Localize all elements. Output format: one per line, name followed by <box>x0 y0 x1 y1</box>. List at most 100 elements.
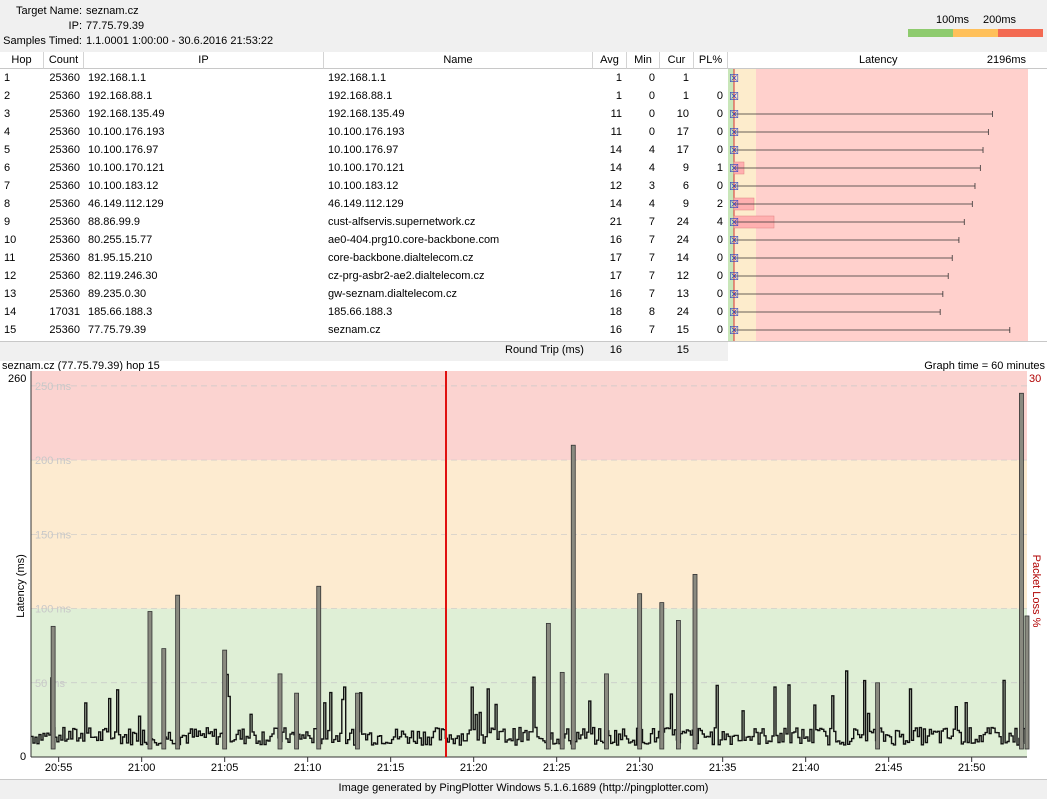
footer: Image generated by PingPlotter Windows 5… <box>0 779 1047 799</box>
latency-spike <box>50 625 56 750</box>
table-row[interactable]: 5 25360 10.100.176.97 10.100.176.97 14 4 17 0 <box>0 141 728 159</box>
column-header-count[interactable]: Count <box>44 52 84 69</box>
table-row[interactable]: 15 25360 77.75.79.39 seznam.cz 16 7 15 0 <box>0 321 728 339</box>
cell-name: 46.149.112.129 <box>328 198 404 210</box>
latency-line <box>31 670 1028 746</box>
cell-min: 8 <box>648 306 655 318</box>
band-label: 200 ms <box>35 455 72 467</box>
table-row[interactable]: 3 25360 192.168.135.49 192.168.135.49 11 0 10 0 <box>0 105 728 123</box>
cell-avg: 1 <box>615 90 622 102</box>
cell-min: 7 <box>648 270 655 282</box>
column-header-hop[interactable]: Hop <box>0 52 44 69</box>
table-row[interactable]: 14 17031 185.66.188.3 185.66.188.3 18 8 24 0 <box>0 303 728 321</box>
cell-cur: 17 <box>676 144 689 156</box>
latency-spike <box>545 622 551 750</box>
legend-orange-bar <box>953 29 998 37</box>
cell-hop: 14 <box>4 306 17 318</box>
column-header-cur[interactable]: Cur <box>660 52 694 69</box>
column-header-latency[interactable]: Latency 2196ms <box>728 52 1047 69</box>
table-row[interactable]: 2 25360 192.168.88.1 192.168.88.1 1 0 1 0 <box>0 87 728 105</box>
cell-count: 25360 <box>49 270 80 282</box>
cell-avg: 1 <box>615 72 622 84</box>
column-header-name[interactable]: Name <box>324 52 593 69</box>
cell-pl: 0 <box>716 108 723 120</box>
latency-zone-green <box>728 69 734 341</box>
cell-hop: 15 <box>4 324 17 336</box>
cell-pl: 0 <box>716 306 723 318</box>
cell-count: 25360 <box>49 198 80 210</box>
target-name-value: seznam.cz <box>86 5 139 17</box>
cell-ip: 81.95.15.210 <box>88 252 153 264</box>
latency-spike <box>277 673 283 750</box>
cell-hop: 1 <box>4 72 11 84</box>
cell-pl: 4 <box>716 216 723 228</box>
table-row[interactable]: 9 25360 88.86.99.9 cust-alfservis.supernetw… <box>0 213 728 231</box>
round-trip-row: Round Trip (ms) 16 15 <box>0 341 1047 361</box>
round-trip-latency-blank <box>728 342 1047 361</box>
cell-avg: 16 <box>609 288 622 300</box>
cell-pl: 0 <box>716 324 723 336</box>
latency-spike <box>570 444 576 750</box>
cell-pl: 0 <box>716 90 723 102</box>
column-header-min[interactable]: Min <box>627 52 660 69</box>
cell-avg: 17 <box>609 270 622 282</box>
table-row[interactable]: 8 25360 46.149.112.129 46.149.112.129 14 4 9 2 <box>0 195 728 213</box>
table-row[interactable]: 7 25360 10.100.183.12 10.100.183.12 12 3 6 0 <box>0 177 728 195</box>
cell-pl: 0 <box>716 234 723 246</box>
cell-ip: 10.100.176.97 <box>88 144 159 156</box>
cell-name: 185.66.188.3 <box>328 306 393 318</box>
cell-name: cz-prg-asbr2-ae2.dialtelecom.cz <box>328 270 485 282</box>
x-tick-label: 21:30 <box>626 762 654 774</box>
avg-latency-marker: ☒ <box>729 252 739 265</box>
avg-latency-marker: ☒ <box>729 288 739 301</box>
band-label: 250 ms <box>35 381 72 393</box>
latency-spike <box>637 593 643 750</box>
column-header-ip[interactable]: IP <box>84 52 324 69</box>
column-header-pl[interactable]: PL% <box>694 52 728 69</box>
cell-name: 10.100.176.193 <box>328 126 405 138</box>
table-row[interactable]: 6 25360 10.100.170.121 10.100.170.121 14 4 9 1 <box>0 159 728 177</box>
cell-min: 7 <box>648 216 655 228</box>
latency-spike <box>355 692 360 750</box>
cell-avg: 14 <box>609 162 622 174</box>
timeline-graph[interactable]: seznam.cz (77.75.79.39) hop 15 Graph tim… <box>0 360 1047 780</box>
ip-value: 77.75.79.39 <box>86 20 145 32</box>
avg-latency-marker: ☒ <box>729 198 739 211</box>
table-row[interactable]: 12 25360 82.119.246.30 cz-prg-asbr2-ae2.dia… <box>0 267 728 285</box>
cell-min: 4 <box>648 162 655 174</box>
cell-name: 192.168.1.1 <box>328 72 387 84</box>
latency-spike <box>604 673 609 750</box>
hop-table: Hop Count IP Name Avg Min Cur PL% Latenc… <box>0 52 1047 341</box>
latency-spike <box>559 671 565 750</box>
cell-count: 25360 <box>49 324 80 336</box>
cell-min: 7 <box>648 324 655 336</box>
table-row[interactable]: 13 25360 89.235.0.30 gw-seznam.dialtelecom.… <box>0 285 728 303</box>
cell-min: 7 <box>648 234 655 246</box>
cell-ip: 77.75.79.39 <box>88 324 147 336</box>
x-tick-label: 21:25 <box>543 762 571 774</box>
band-label: 100 ms <box>35 604 72 616</box>
cell-cur: 10 <box>676 108 689 120</box>
cell-count: 25360 <box>49 90 80 102</box>
table-row[interactable]: 4 25360 10.100.176.193 10.100.176.193 11 0 17 0 <box>0 123 728 141</box>
cell-count: 25360 <box>49 252 80 264</box>
latency-column-label: Latency <box>859 54 898 66</box>
cell-avg: 16 <box>609 234 622 246</box>
cell-min: 3 <box>648 180 655 192</box>
cell-avg: 18 <box>609 306 622 318</box>
avg-latency-marker: ☒ <box>729 180 739 193</box>
cell-ip: 192.168.1.1 <box>88 72 147 84</box>
cell-hop: 7 <box>4 180 11 192</box>
cell-hop: 12 <box>4 270 17 282</box>
avg-latency-marker: ☒ <box>729 270 739 283</box>
cell-count: 25360 <box>49 72 80 84</box>
table-row[interactable]: 10 25360 80.255.15.77 ae0-404.prg10.core-ba… <box>0 231 728 249</box>
table-row[interactable]: 11 25360 81.95.15.210 core-backbone.dialtel… <box>0 249 728 267</box>
graph-time-label[interactable]: Graph time = 60 minutes <box>924 360 1045 372</box>
cell-cur: 17 <box>676 126 689 138</box>
cell-ip: 46.149.112.129 <box>88 198 164 210</box>
table-row[interactable]: 1 25360 192.168.1.1 192.168.1.1 1 0 1 <box>0 69 728 87</box>
avg-latency-marker: ☒ <box>729 324 739 337</box>
column-header-avg[interactable]: Avg <box>593 52 627 69</box>
